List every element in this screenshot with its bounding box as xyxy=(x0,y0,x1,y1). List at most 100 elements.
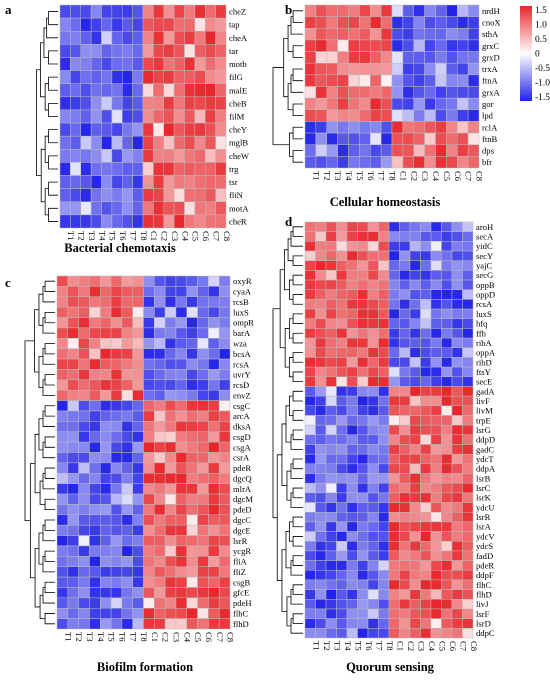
heatmap-cell xyxy=(315,231,327,242)
heatmap-cell xyxy=(89,524,101,536)
heatmap-cell xyxy=(304,51,317,64)
heatmap-cell xyxy=(315,424,327,436)
heatmap-cell xyxy=(121,452,133,464)
heatmap-cell xyxy=(142,4,154,19)
heatmap-cell xyxy=(70,175,82,189)
heatmap-cell xyxy=(121,587,133,599)
heatmap-cell xyxy=(357,366,369,378)
heatmap-cell xyxy=(315,156,328,169)
heatmap-cell xyxy=(346,492,358,503)
heatmap-cell xyxy=(325,521,337,532)
heatmap-cell xyxy=(315,221,327,232)
dendrogram-branch xyxy=(292,255,303,266)
heatmap-cell xyxy=(100,296,112,308)
heatmap-cell xyxy=(430,463,442,474)
heatmap-cell xyxy=(388,444,400,455)
heatmap-cell xyxy=(121,286,133,298)
heatmap-cell xyxy=(325,289,337,300)
heatmap-cell xyxy=(121,545,133,557)
heatmap-cell xyxy=(218,493,231,505)
heatmap-cell xyxy=(184,135,196,150)
heatmap-cell xyxy=(409,241,421,252)
heatmap-cell xyxy=(446,132,458,145)
heatmap-cell xyxy=(163,162,175,176)
heatmap-cell xyxy=(359,51,371,64)
heatmap-cell xyxy=(441,521,453,532)
heatmap-cell xyxy=(388,405,400,416)
heatmap-cell xyxy=(367,628,379,639)
heatmap-cell xyxy=(336,511,348,523)
heatmap-cell xyxy=(462,511,474,523)
heatmap-cell xyxy=(402,39,415,52)
heatmap-cell xyxy=(424,39,436,52)
heatmap-cell xyxy=(462,376,474,387)
heatmap-cell xyxy=(186,379,198,391)
heatmap-cell xyxy=(357,357,369,368)
heatmap-cell xyxy=(143,296,155,308)
heatmap-cell xyxy=(56,358,69,370)
heatmap-cell xyxy=(154,597,166,609)
heatmap-cell xyxy=(89,369,101,381)
heatmap-cell xyxy=(388,502,400,513)
heatmap-cell xyxy=(399,366,411,378)
heatmap-cells xyxy=(56,275,231,630)
heatmap-cell xyxy=(420,434,432,445)
heatmap-cell xyxy=(409,599,421,610)
heatmap-cell xyxy=(56,587,69,599)
heatmap-cell xyxy=(304,570,316,581)
heatmap-cell xyxy=(164,607,177,619)
heatmap-cell xyxy=(348,97,360,111)
heatmap-cell xyxy=(56,317,69,329)
heatmap-cell xyxy=(370,16,382,29)
heatmap-cell xyxy=(56,504,69,516)
heatmap-cell xyxy=(208,421,220,432)
heatmap-cell xyxy=(370,74,382,87)
heatmap-cell xyxy=(218,400,231,412)
heatmap-cell xyxy=(346,221,358,232)
heatmap-cell xyxy=(399,502,411,513)
heatmap-cell xyxy=(399,628,411,639)
heatmap-cell xyxy=(315,86,328,99)
heatmap-cell xyxy=(388,308,400,319)
heatmap-cell xyxy=(388,550,400,561)
heatmap-cell xyxy=(205,70,216,84)
dendrogram-branch xyxy=(288,132,294,157)
heatmap-cell xyxy=(402,86,415,99)
heatmap-cell xyxy=(451,473,463,484)
heatmap-cell xyxy=(78,556,90,567)
heatmap-cell xyxy=(78,400,90,412)
heatmap-cell xyxy=(346,444,358,455)
heatmap-cell xyxy=(325,579,337,590)
dendrogram-branch xyxy=(292,516,303,528)
heatmap-cell xyxy=(325,250,337,261)
heatmap-cell xyxy=(132,483,144,495)
heatmap-cell xyxy=(357,405,369,416)
heatmap-cell xyxy=(111,96,123,111)
heatmap-cell xyxy=(367,463,379,474)
row-label: oppB xyxy=(476,280,495,290)
column-label: C1 xyxy=(395,641,405,651)
heatmap-cell xyxy=(89,587,101,599)
heatmap-cell xyxy=(409,318,421,329)
heatmap-cell xyxy=(420,424,432,436)
heatmap-cell xyxy=(101,83,113,98)
heatmap-cell xyxy=(132,473,144,484)
heatmap-cell xyxy=(175,296,188,308)
heatmap-cell xyxy=(164,296,177,308)
heatmap-cell xyxy=(441,589,453,600)
heatmap-cell xyxy=(132,545,144,557)
heatmap-cell xyxy=(451,308,463,319)
heatmap-cell xyxy=(441,541,453,552)
column-label: C2 xyxy=(406,641,416,651)
row-label: ddpA xyxy=(476,464,496,474)
heatmap-cell xyxy=(89,462,101,474)
heatmap-cell xyxy=(142,214,154,229)
heatmap-cell xyxy=(370,62,382,76)
heatmap-cell xyxy=(186,514,198,526)
heatmap-cell xyxy=(399,405,411,416)
column-label: T3 xyxy=(87,231,97,241)
heatmap-cell xyxy=(457,39,469,52)
heatmap-cell xyxy=(111,162,123,176)
row-label: malE xyxy=(229,85,247,95)
heatmap-cell xyxy=(208,607,220,619)
